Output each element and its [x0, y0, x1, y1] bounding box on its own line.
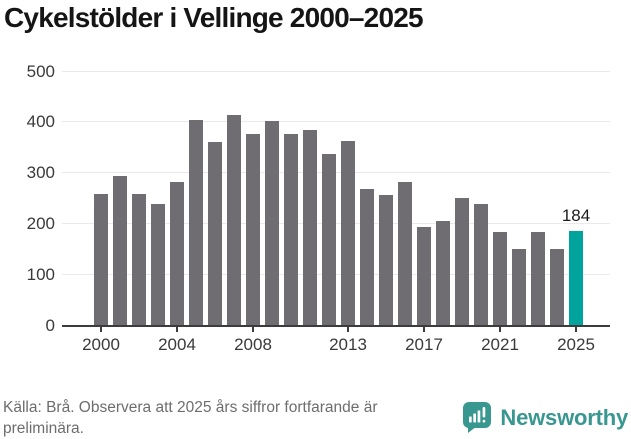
bar-2016	[398, 182, 412, 325]
bar-2013	[341, 140, 355, 325]
gridline	[62, 70, 610, 72]
x-tick-mark	[100, 327, 102, 332]
y-tick-label: 400	[26, 112, 55, 132]
bar-2022	[512, 249, 526, 325]
bar-2019	[455, 197, 469, 325]
x-tick-label: 2000	[82, 335, 120, 354]
x-tick-mark	[347, 327, 349, 332]
bar-2003	[151, 203, 165, 325]
x-tick-mark	[252, 327, 254, 332]
y-tick-label: 200	[26, 214, 55, 234]
x-tick-label: 2004	[158, 335, 196, 354]
y-tick-label: 300	[26, 163, 55, 183]
bar-2024	[550, 248, 564, 325]
x-axis-line	[62, 325, 610, 327]
bar-2007	[227, 115, 241, 325]
gridline	[62, 274, 610, 276]
y-tick-label: 0	[45, 316, 55, 335]
bar-2004	[170, 181, 184, 325]
newsworthy-logo[interactable]: Newsworthy	[463, 402, 628, 433]
bar-2015	[379, 194, 393, 325]
bar-2000	[94, 194, 108, 325]
x-tick-label: 2013	[329, 335, 367, 354]
highlight-value-label: 184	[561, 206, 591, 226]
y-tick-label: 500	[26, 61, 55, 81]
x-tick-mark	[499, 327, 501, 332]
gridline	[62, 172, 610, 174]
bar-2005	[189, 119, 203, 325]
x-tick-mark	[575, 327, 577, 332]
newsworthy-bubble-chart-icon	[463, 402, 492, 433]
bar-2002	[132, 194, 146, 325]
bar-2011	[303, 129, 317, 325]
bar-2025	[569, 231, 583, 325]
x-tick-label: 2021	[481, 335, 519, 354]
newsworthy-wordmark: Newsworthy	[500, 405, 628, 430]
bar-2018	[436, 221, 450, 325]
x-tick-label: 2008	[234, 335, 272, 354]
bar-2023	[531, 232, 545, 325]
x-tick-label: 2025	[557, 335, 595, 354]
source-note: Källa: Brå. Observera att 2025 års siffr…	[3, 399, 378, 437]
bar-2021	[493, 232, 507, 325]
bar-2014	[360, 188, 374, 325]
x-tick-label: 2017	[405, 335, 443, 354]
bar-2020	[474, 204, 488, 325]
bar-2006	[208, 142, 222, 325]
bar-2008	[246, 134, 260, 325]
chart-title: Cykelstölder i Vellinge 2000–2025	[4, 2, 424, 33]
bar-2012	[322, 154, 336, 325]
bar-2009	[265, 121, 279, 325]
bar-2001	[113, 175, 127, 325]
bar-2010	[284, 134, 298, 325]
gridline	[62, 121, 610, 123]
x-tick-mark	[176, 327, 178, 332]
bar-2017	[417, 227, 431, 325]
x-tick-mark	[423, 327, 425, 332]
gridline	[62, 223, 610, 225]
y-tick-label: 100	[26, 265, 55, 285]
